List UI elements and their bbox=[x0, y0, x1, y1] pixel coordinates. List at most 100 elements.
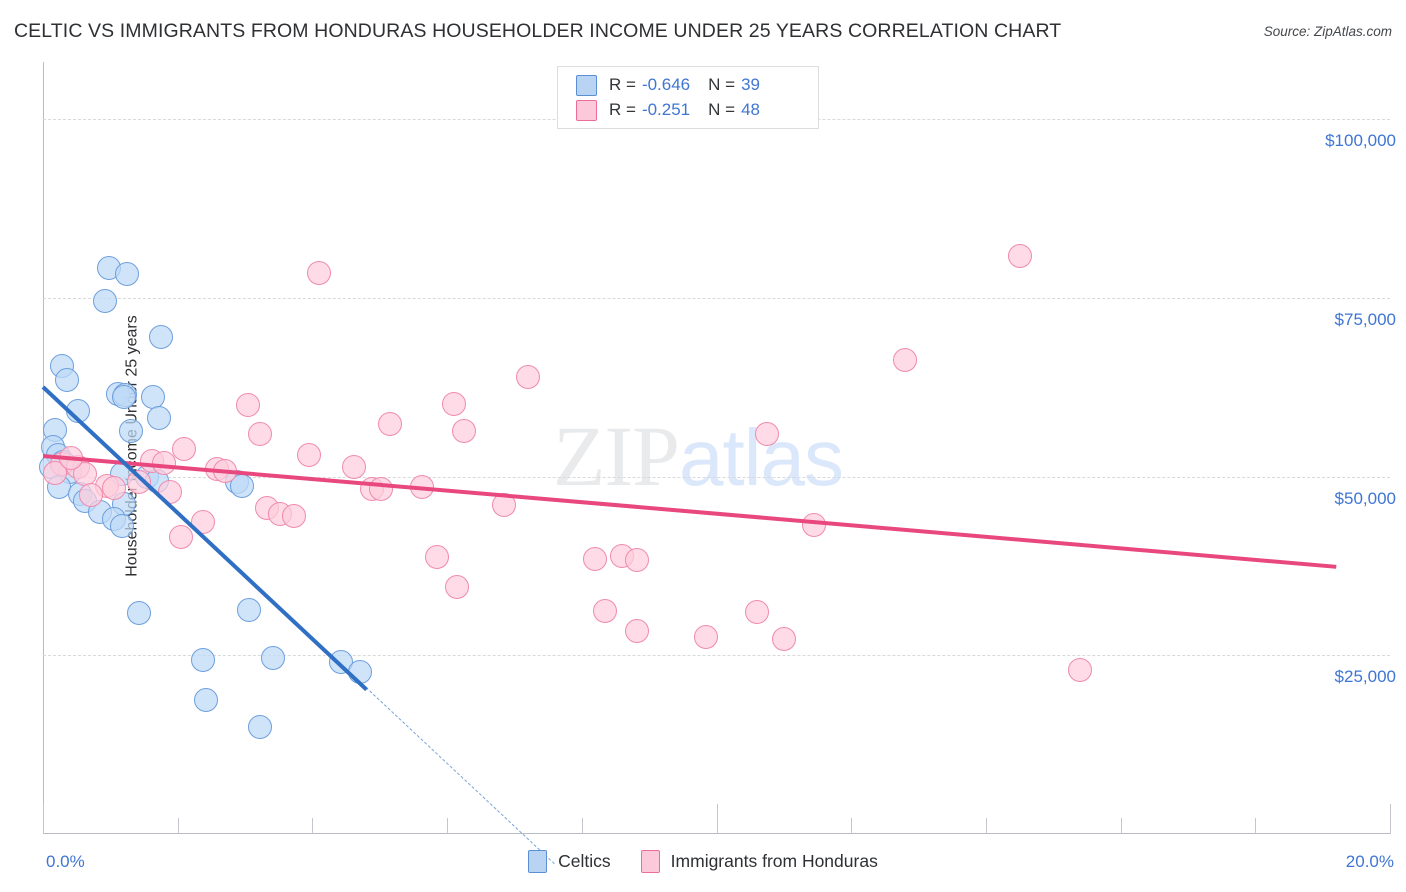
legend-label-celtics: Celtics bbox=[558, 851, 611, 871]
x-axis-tick bbox=[985, 818, 987, 834]
data-point-honduras bbox=[771, 626, 796, 651]
data-point-celtics bbox=[114, 262, 139, 287]
x-axis-tick bbox=[447, 818, 449, 834]
data-point-celtics bbox=[66, 398, 91, 423]
n-label-celtics: N = bbox=[708, 75, 736, 94]
data-point-honduras bbox=[441, 391, 466, 416]
data-point-honduras bbox=[169, 524, 194, 549]
data-point-honduras bbox=[625, 547, 650, 572]
plot-area: ZIPatlas bbox=[39, 62, 1391, 865]
legend-label-honduras: Immigrants from Honduras bbox=[670, 851, 878, 871]
x-axis-tick bbox=[1390, 804, 1391, 834]
data-point-celtics bbox=[141, 384, 166, 409]
data-point-honduras bbox=[172, 437, 197, 462]
page-title: CELTIC VS IMMIGRANTS FROM HONDURAS HOUSE… bbox=[14, 20, 1062, 42]
data-point-honduras bbox=[157, 480, 182, 505]
data-point-honduras bbox=[451, 418, 476, 443]
x-axis-tick bbox=[581, 818, 583, 834]
r-value-honduras: -0.251 bbox=[641, 100, 691, 119]
r-value-celtics: -0.646 bbox=[641, 75, 691, 94]
n-value-honduras: 48 bbox=[741, 100, 760, 119]
gridline bbox=[43, 297, 1390, 299]
data-point-celtics bbox=[193, 687, 218, 712]
n-label-honduras: N = bbox=[708, 100, 736, 119]
y-axis-title-container: Householder Income Under 25 years bbox=[0, 0, 141, 892]
x-axis-tick bbox=[177, 818, 179, 834]
data-point-honduras bbox=[802, 513, 827, 538]
data-point-celtics bbox=[111, 384, 136, 409]
gridline bbox=[43, 476, 1390, 478]
x-axis-tick bbox=[1255, 818, 1257, 834]
x-axis-max-label: 20.0% bbox=[1345, 852, 1394, 871]
data-point-honduras bbox=[212, 458, 237, 483]
data-point-honduras bbox=[254, 496, 279, 521]
legend-color-celtics bbox=[528, 850, 548, 873]
y-tick-label: $75,000 bbox=[1334, 309, 1396, 329]
data-point-honduras bbox=[126, 470, 151, 495]
data-point-honduras bbox=[377, 411, 402, 436]
stats-legend-row-celtics: R = -0.646 N = 39 bbox=[576, 72, 760, 98]
data-point-celtics bbox=[191, 648, 216, 673]
data-point-honduras bbox=[101, 476, 126, 501]
zipatlas-watermark: ZIPatlas bbox=[553, 406, 844, 506]
data-point-honduras bbox=[152, 451, 177, 475]
data-point-celtics bbox=[347, 659, 372, 684]
x-axis-tick bbox=[43, 804, 44, 834]
data-point-honduras bbox=[236, 393, 261, 418]
data-point-honduras bbox=[59, 446, 84, 470]
trendline-celtics bbox=[41, 385, 368, 691]
legend-item-honduras[interactable]: Immigrants from Honduras bbox=[640, 850, 878, 873]
x-axis-tick bbox=[716, 804, 718, 834]
data-point-honduras bbox=[515, 364, 540, 389]
source-attribution: Source: ZipAtlas.com bbox=[1263, 24, 1392, 39]
data-point-honduras bbox=[625, 618, 650, 643]
data-point-honduras bbox=[342, 455, 367, 480]
r-label-celtics: R = bbox=[609, 75, 636, 94]
legend-item-celtics[interactable]: Celtics bbox=[528, 850, 611, 873]
data-point-celtics bbox=[237, 598, 262, 623]
data-point-honduras bbox=[583, 546, 608, 571]
data-point-honduras bbox=[424, 544, 449, 569]
stats-legend-row-honduras: R = -0.251 N = 48 bbox=[576, 97, 760, 123]
correlation-stats-legend: R = -0.646 N = 39 R = -0.251 N = 48 bbox=[557, 66, 819, 129]
data-point-honduras bbox=[593, 598, 618, 623]
legend-swatch-celtics bbox=[576, 74, 597, 96]
data-point-celtics bbox=[55, 368, 80, 393]
data-point-honduras bbox=[755, 422, 779, 447]
data-point-honduras bbox=[1068, 658, 1093, 683]
data-point-honduras bbox=[191, 510, 216, 535]
data-point-honduras bbox=[409, 474, 434, 499]
series-legend: Celtics Immigrants from Honduras bbox=[0, 850, 1406, 873]
r-label-honduras: R = bbox=[609, 100, 636, 119]
data-point-honduras bbox=[694, 624, 719, 649]
legend-color-honduras bbox=[640, 850, 660, 873]
y-tick-label: $100,000 bbox=[1325, 131, 1396, 151]
n-value-celtics: 39 bbox=[741, 75, 760, 94]
data-point-celtics bbox=[148, 325, 173, 350]
x-axis-min-label: 0.0% bbox=[46, 852, 85, 871]
trendline-celtics-extension bbox=[365, 687, 556, 865]
data-point-honduras bbox=[79, 483, 104, 508]
data-point-celtics bbox=[126, 601, 151, 626]
watermark-zip: ZIP bbox=[553, 408, 680, 504]
y-tick-label: $50,000 bbox=[1334, 488, 1396, 508]
y-tick-label: $25,000 bbox=[1334, 667, 1396, 687]
data-point-honduras bbox=[369, 477, 394, 502]
data-point-celtics bbox=[110, 513, 135, 538]
x-axis-tick bbox=[312, 818, 314, 834]
data-point-honduras bbox=[744, 600, 769, 625]
data-point-honduras bbox=[893, 348, 918, 373]
data-point-honduras bbox=[307, 260, 332, 285]
data-point-celtics bbox=[118, 418, 143, 443]
data-point-celtics bbox=[92, 288, 117, 313]
x-axis-tick bbox=[1120, 818, 1122, 834]
data-point-honduras bbox=[1007, 244, 1032, 269]
data-point-honduras bbox=[247, 421, 272, 446]
data-point-celtics bbox=[247, 714, 272, 739]
data-point-honduras bbox=[297, 443, 322, 468]
data-point-celtics bbox=[261, 646, 286, 671]
data-point-honduras bbox=[445, 575, 470, 600]
data-point-celtics bbox=[146, 405, 171, 430]
data-point-honduras bbox=[281, 503, 306, 528]
